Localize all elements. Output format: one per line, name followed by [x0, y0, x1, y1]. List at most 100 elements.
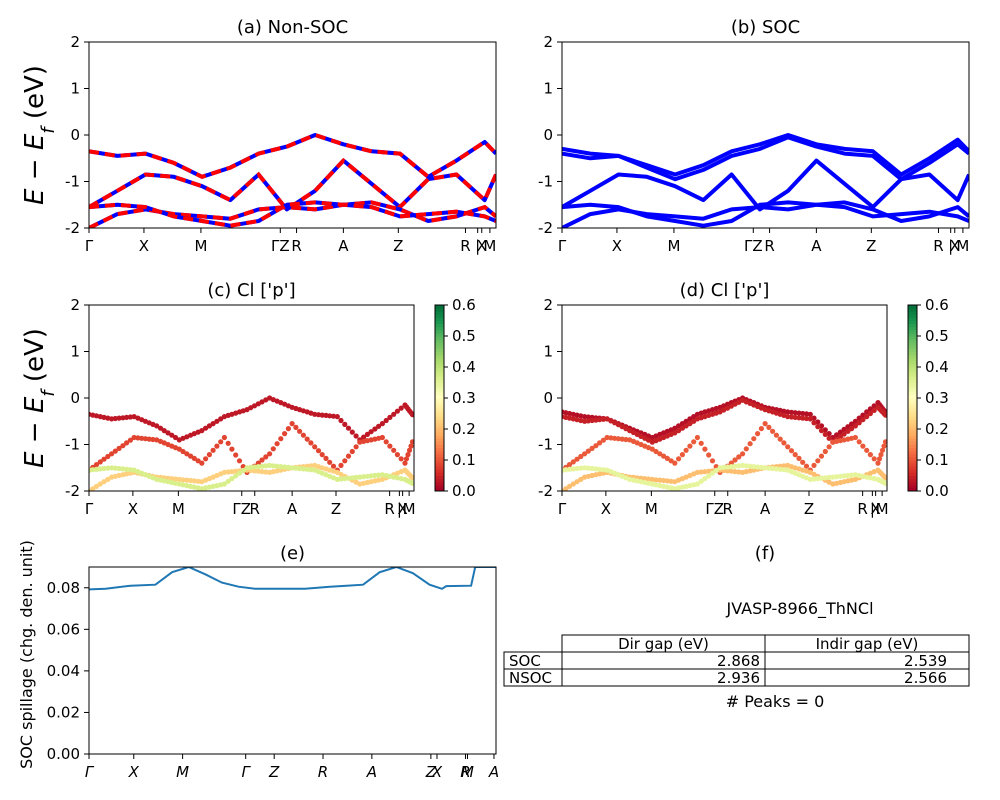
panel-a-xtick-label: | — [475, 237, 480, 255]
colorbar-segment — [908, 305, 917, 309]
projection-point — [120, 443, 126, 449]
projection-point — [353, 433, 359, 439]
projection-point — [597, 466, 603, 472]
projection-point — [221, 469, 227, 475]
projection-point — [101, 465, 107, 472]
colorbar-tick-label: 0.4 — [925, 358, 949, 376]
colorbar-segment — [435, 370, 444, 374]
projection-point — [845, 428, 851, 434]
colorbar-segment — [435, 373, 444, 377]
panel-d-xtick-label: X — [601, 500, 611, 518]
colorbar-segment — [435, 354, 444, 359]
projection-point — [345, 425, 352, 431]
band-line — [562, 135, 969, 182]
projection-point — [345, 475, 352, 481]
projection-point — [615, 436, 622, 442]
colorbar-segment — [908, 401, 917, 405]
projection-point — [184, 451, 190, 457]
colorbar-segment — [435, 336, 444, 340]
colorbar-segment — [908, 478, 917, 483]
projection-point — [623, 436, 629, 443]
projection-point — [721, 464, 727, 470]
colorbar-segment — [435, 376, 444, 380]
panel-c-xtick-label: X — [128, 500, 138, 518]
colorbar-segment — [908, 388, 917, 393]
projection-point — [815, 458, 821, 464]
panel-e-ylabel: SOC spillage (chg. den. unit) — [17, 540, 36, 769]
projection-point — [180, 448, 186, 455]
projection-point — [319, 452, 325, 458]
projection-point — [142, 436, 148, 442]
colorbar-segment — [908, 394, 917, 399]
projection-point — [327, 413, 333, 419]
projection-point — [131, 434, 137, 441]
panel-a-xtick-label: R — [460, 237, 470, 255]
panel-a-xtick-label: Z — [393, 237, 403, 255]
colorbar-segment — [435, 385, 444, 390]
colorbar-segment — [435, 478, 444, 483]
colorbar-segment — [908, 413, 917, 418]
projection-point — [803, 415, 810, 422]
projection-point — [342, 421, 348, 427]
colorbar-segment — [908, 444, 917, 449]
colorbar-segment — [435, 438, 444, 442]
panel-e-xtick-label: X — [128, 763, 140, 781]
projection-point — [585, 448, 591, 454]
projection-point — [398, 405, 404, 411]
projection-point — [676, 456, 682, 462]
panel-a-xtick-label: A — [338, 237, 349, 255]
colorbar-segment — [435, 453, 444, 458]
projection-point — [379, 421, 385, 427]
colorbar-segment — [435, 357, 444, 362]
projection-point — [101, 456, 107, 462]
panel-d-ytick-label: -1 — [538, 436, 553, 454]
panel-a-ytick-label: -2 — [65, 219, 80, 237]
colorbar-segment — [908, 379, 917, 383]
projection-point — [860, 417, 866, 423]
projection-point — [368, 473, 374, 479]
panel-a-plot-area — [89, 132, 496, 228]
panel-e-xtick-label: Γ — [242, 763, 252, 781]
projection-point — [210, 447, 216, 453]
panel-e-xtick-label: R — [318, 763, 328, 781]
projection-point — [691, 418, 697, 424]
table-value-indir-gap: 2.539 — [904, 652, 947, 670]
projection-point — [233, 473, 239, 479]
panel-e-xtick-label: R — [460, 763, 470, 781]
projection-point — [664, 455, 670, 461]
projection-point — [403, 456, 410, 462]
projection-point — [743, 446, 749, 452]
projection-point — [762, 465, 768, 471]
panel-c-xtick-label: M — [403, 500, 416, 518]
panel-a-ytick-label: 2 — [70, 33, 80, 51]
panel-b-xtick-label: M — [667, 237, 680, 255]
colorbar-segment — [435, 326, 444, 331]
projection-point — [203, 456, 209, 462]
table-header-indir-gap: Indir gap (eV) — [816, 635, 919, 653]
projection-point — [781, 463, 787, 469]
projection-point — [755, 464, 761, 470]
panel-c-ytick-label: -2 — [65, 482, 80, 500]
projection-point — [409, 439, 414, 445]
colorbar-segment — [908, 336, 917, 340]
projection-point — [683, 418, 689, 424]
projection-point — [236, 458, 243, 464]
projection-point — [180, 477, 186, 483]
projection-point — [811, 476, 817, 482]
projection-point — [566, 462, 573, 468]
projection-point — [225, 478, 231, 484]
projection-point — [800, 415, 806, 421]
projection-point — [229, 446, 235, 452]
colorbar-tick-label: 0.2 — [452, 420, 476, 438]
colorbar-tick-label: 0.0 — [925, 482, 949, 500]
projection-point — [124, 440, 130, 446]
colorbar-tick-label: 0.5 — [452, 327, 476, 345]
colorbar-segment — [908, 438, 917, 442]
colorbar-segment — [908, 419, 917, 424]
projection-point — [589, 445, 595, 451]
table-header-dir-gap: Dir gap (eV) — [618, 635, 709, 653]
panel-e-xtick-label: A — [488, 763, 499, 781]
